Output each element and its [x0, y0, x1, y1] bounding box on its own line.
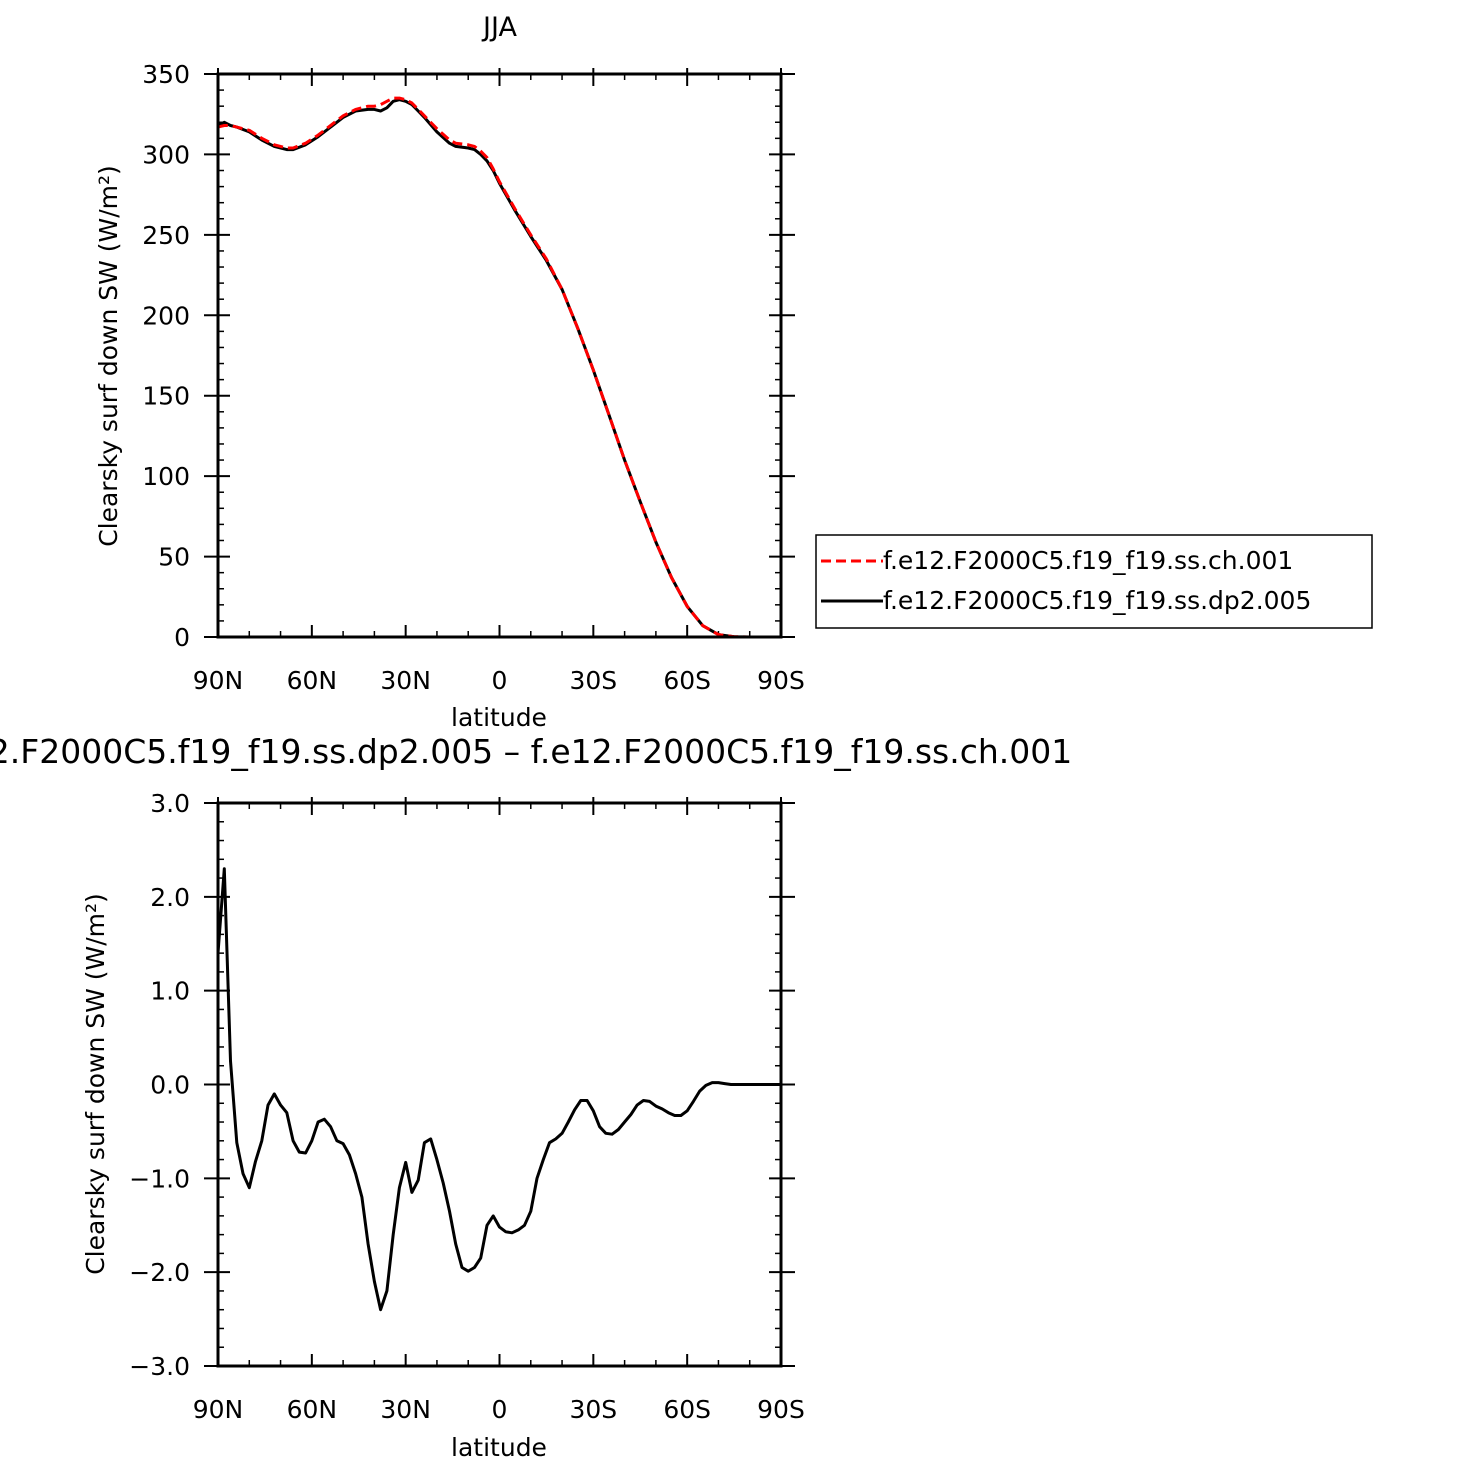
bottom-y-tick-label: −3.0	[129, 1352, 190, 1381]
top-plot-area	[217, 96, 750, 639]
legend: f.e12.F2000C5.f19_f19.ss.ch.001 f.e12.F2…	[815, 534, 1373, 629]
top-y-tick-label: 100	[142, 462, 190, 491]
top-chart-title: JJA	[481, 12, 517, 43]
legend-box	[815, 534, 1373, 629]
top-x-tick-label: 30S	[569, 666, 617, 695]
bottom-x-tick-label: 60N	[287, 1395, 338, 1424]
bottom-x-axis-label: latitude	[451, 1433, 547, 1462]
top-y-tick-label: 50	[158, 543, 190, 572]
bottom-x-tick-label: 0	[492, 1395, 508, 1424]
top-x-tick-label: 0	[492, 666, 508, 695]
bottom-plot-frame	[216, 801, 783, 1368]
top-x-tick-label: 90S	[757, 666, 805, 695]
bottom-y-axis-label: Clearsky surf down SW (W/m²)	[81, 893, 110, 1275]
top-panel: JJA 90N 60N 30N 0 30S 60S 90S 0 50 100 150 200 250 30…	[94, 12, 1373, 732]
bottom-y-tick-label: −1.0	[129, 1164, 190, 1193]
bottom-series-line-0	[216, 867, 781, 1312]
bottom-y-tick-label: 3.0	[150, 789, 190, 818]
bottom-plot-area	[216, 867, 781, 1312]
top-x-tick-label: 90N	[193, 666, 244, 695]
bottom-chart-title: f.e12.F2000C5.f19_f19.ss.dp2.005 – f.e12…	[0, 732, 1072, 771]
top-x-tick-label: 60N	[287, 666, 338, 695]
top-series-line-0	[217, 96, 750, 639]
top-y-tick-label: 150	[142, 382, 190, 411]
top-y-tick-label: 250	[142, 221, 190, 250]
bottom-y-tick-label: −2.0	[129, 1258, 190, 1287]
top-x-axis-label: latitude	[451, 703, 547, 732]
bottom-x-tick-label: 90N	[193, 1395, 244, 1424]
top-y-tick-label: 300	[142, 140, 190, 169]
bottom-y-tick-label: 1.0	[150, 977, 190, 1006]
bottom-x-tick-label: 60S	[663, 1395, 711, 1424]
top-x-tick-label: 60S	[663, 666, 711, 695]
top-y-tick-label: 0	[174, 623, 190, 652]
top-y-axis-label: Clearsky surf down SW (W/m²)	[94, 165, 123, 547]
top-y-tick-label: 200	[142, 301, 190, 330]
bottom-y-tick-label: 0.0	[150, 1071, 190, 1100]
top-axes: 90N 60N 30N 0 30S 60S 90S 0 50 100 150 200 250 300 350	[142, 60, 805, 695]
bottom-x-tick-label: 30N	[380, 1395, 431, 1424]
bottom-axes: 90N 60N 30N 0 30S 60S 90S −3.0 −2.0 −1.0 0.0 1.0 2.0…	[129, 789, 805, 1424]
top-x-tick-label: 30N	[380, 666, 431, 695]
bottom-x-tick-label: 90S	[757, 1395, 805, 1424]
legend-label-dp2005: f.e12.F2000C5.f19_f19.ss.dp2.005	[883, 586, 1311, 615]
top-plot-frame	[216, 72, 783, 639]
legend-label-ch001: f.e12.F2000C5.f19_f19.ss.ch.001	[883, 546, 1293, 575]
top-series-line-1	[217, 98, 750, 639]
bottom-x-tick-label: 30S	[569, 1395, 617, 1424]
top-y-tick-label: 350	[142, 60, 190, 89]
bottom-panel: f.e12.F2000C5.f19_f19.ss.dp2.005 – f.e12…	[0, 732, 1072, 1462]
bottom-y-tick-label: 2.0	[150, 883, 190, 912]
